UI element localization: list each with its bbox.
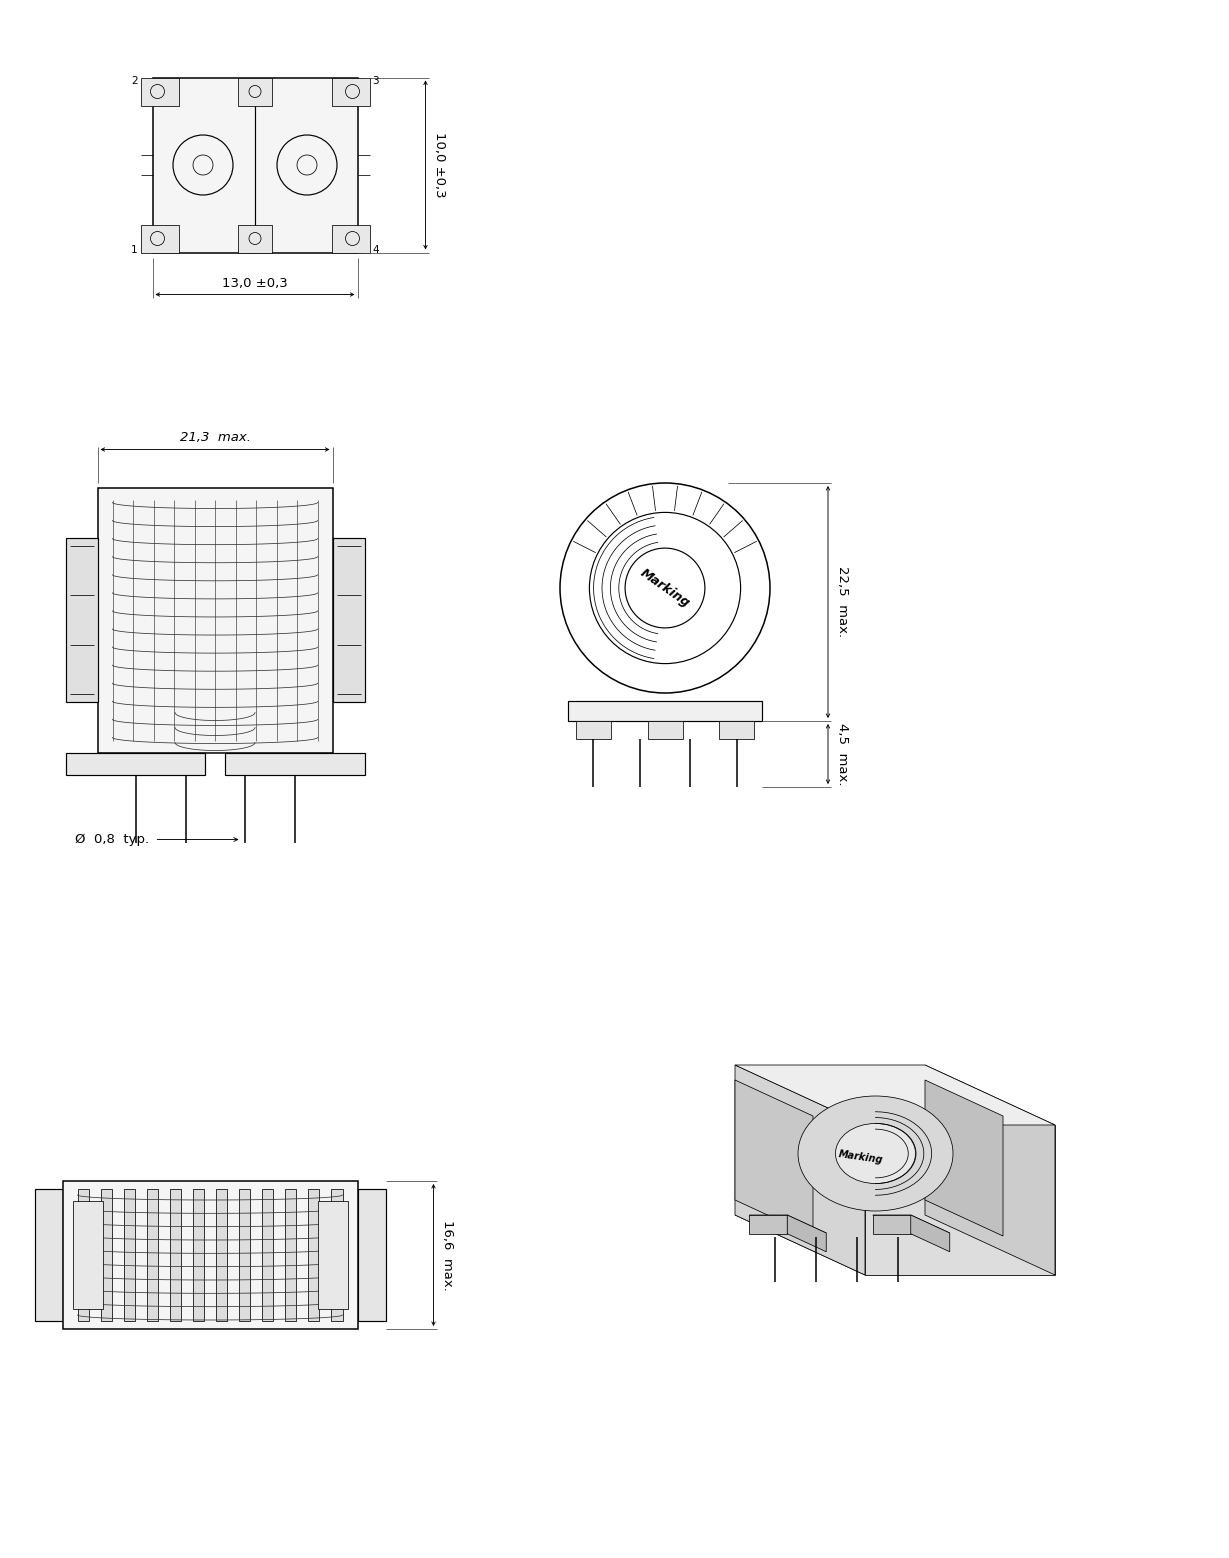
Bar	[576, 721, 611, 738]
Bar	[568, 701, 762, 721]
Bar	[34, 1189, 63, 1321]
Bar	[97, 488, 333, 753]
Polygon shape	[911, 1215, 950, 1251]
Bar	[308, 1189, 320, 1321]
Bar	[216, 1189, 227, 1321]
Bar	[648, 721, 682, 738]
Bar	[65, 753, 205, 774]
Polygon shape	[873, 1215, 911, 1234]
Bar	[331, 1189, 343, 1321]
Bar	[146, 1189, 159, 1321]
Polygon shape	[735, 1080, 814, 1235]
Bar	[140, 224, 178, 252]
Text: Ø  0,8  typ.: Ø 0,8 typ.	[75, 834, 150, 846]
Ellipse shape	[836, 1123, 916, 1184]
Bar	[152, 78, 358, 252]
Polygon shape	[925, 1066, 1054, 1274]
Bar	[170, 1189, 181, 1321]
Bar	[77, 1189, 88, 1321]
Text: 22,5  max.: 22,5 max.	[836, 567, 848, 637]
Text: 1: 1	[130, 245, 138, 254]
Polygon shape	[735, 1066, 925, 1215]
Text: Marking: Marking	[638, 566, 692, 609]
Bar	[332, 78, 370, 106]
Bar	[332, 224, 370, 252]
Text: Marking: Marking	[838, 1148, 884, 1165]
Polygon shape	[735, 1066, 865, 1274]
Polygon shape	[873, 1215, 950, 1232]
Bar	[333, 538, 365, 703]
Polygon shape	[925, 1080, 1003, 1235]
Bar	[358, 1189, 386, 1321]
Bar	[262, 1189, 273, 1321]
Text: 4,5  max.: 4,5 max.	[836, 723, 848, 785]
Text: 21,3  max.: 21,3 max.	[179, 432, 251, 444]
Polygon shape	[750, 1215, 826, 1232]
Polygon shape	[750, 1215, 788, 1234]
Bar	[317, 1201, 348, 1309]
Bar	[238, 78, 272, 106]
Polygon shape	[788, 1215, 826, 1251]
Bar	[124, 1189, 135, 1321]
Text: 10,0 ±0,3: 10,0 ±0,3	[433, 132, 446, 198]
Bar	[101, 1189, 112, 1321]
Bar	[73, 1201, 102, 1309]
Bar	[285, 1189, 296, 1321]
Text: 3: 3	[372, 75, 379, 86]
Ellipse shape	[798, 1095, 952, 1211]
Text: 4: 4	[372, 245, 379, 254]
Bar	[225, 753, 365, 774]
Text: 13,0 ±0,3: 13,0 ±0,3	[222, 277, 288, 290]
Bar	[238, 1189, 251, 1321]
Bar	[140, 78, 178, 106]
Bar	[238, 224, 272, 252]
Text: 16,6  max.: 16,6 max.	[441, 1220, 454, 1290]
Bar	[63, 1181, 358, 1329]
Bar	[719, 721, 755, 738]
Polygon shape	[735, 1066, 1054, 1125]
Bar	[65, 538, 97, 703]
Polygon shape	[735, 1215, 1054, 1274]
Bar	[193, 1189, 204, 1321]
Text: 2: 2	[130, 75, 138, 86]
Polygon shape	[865, 1125, 1054, 1274]
